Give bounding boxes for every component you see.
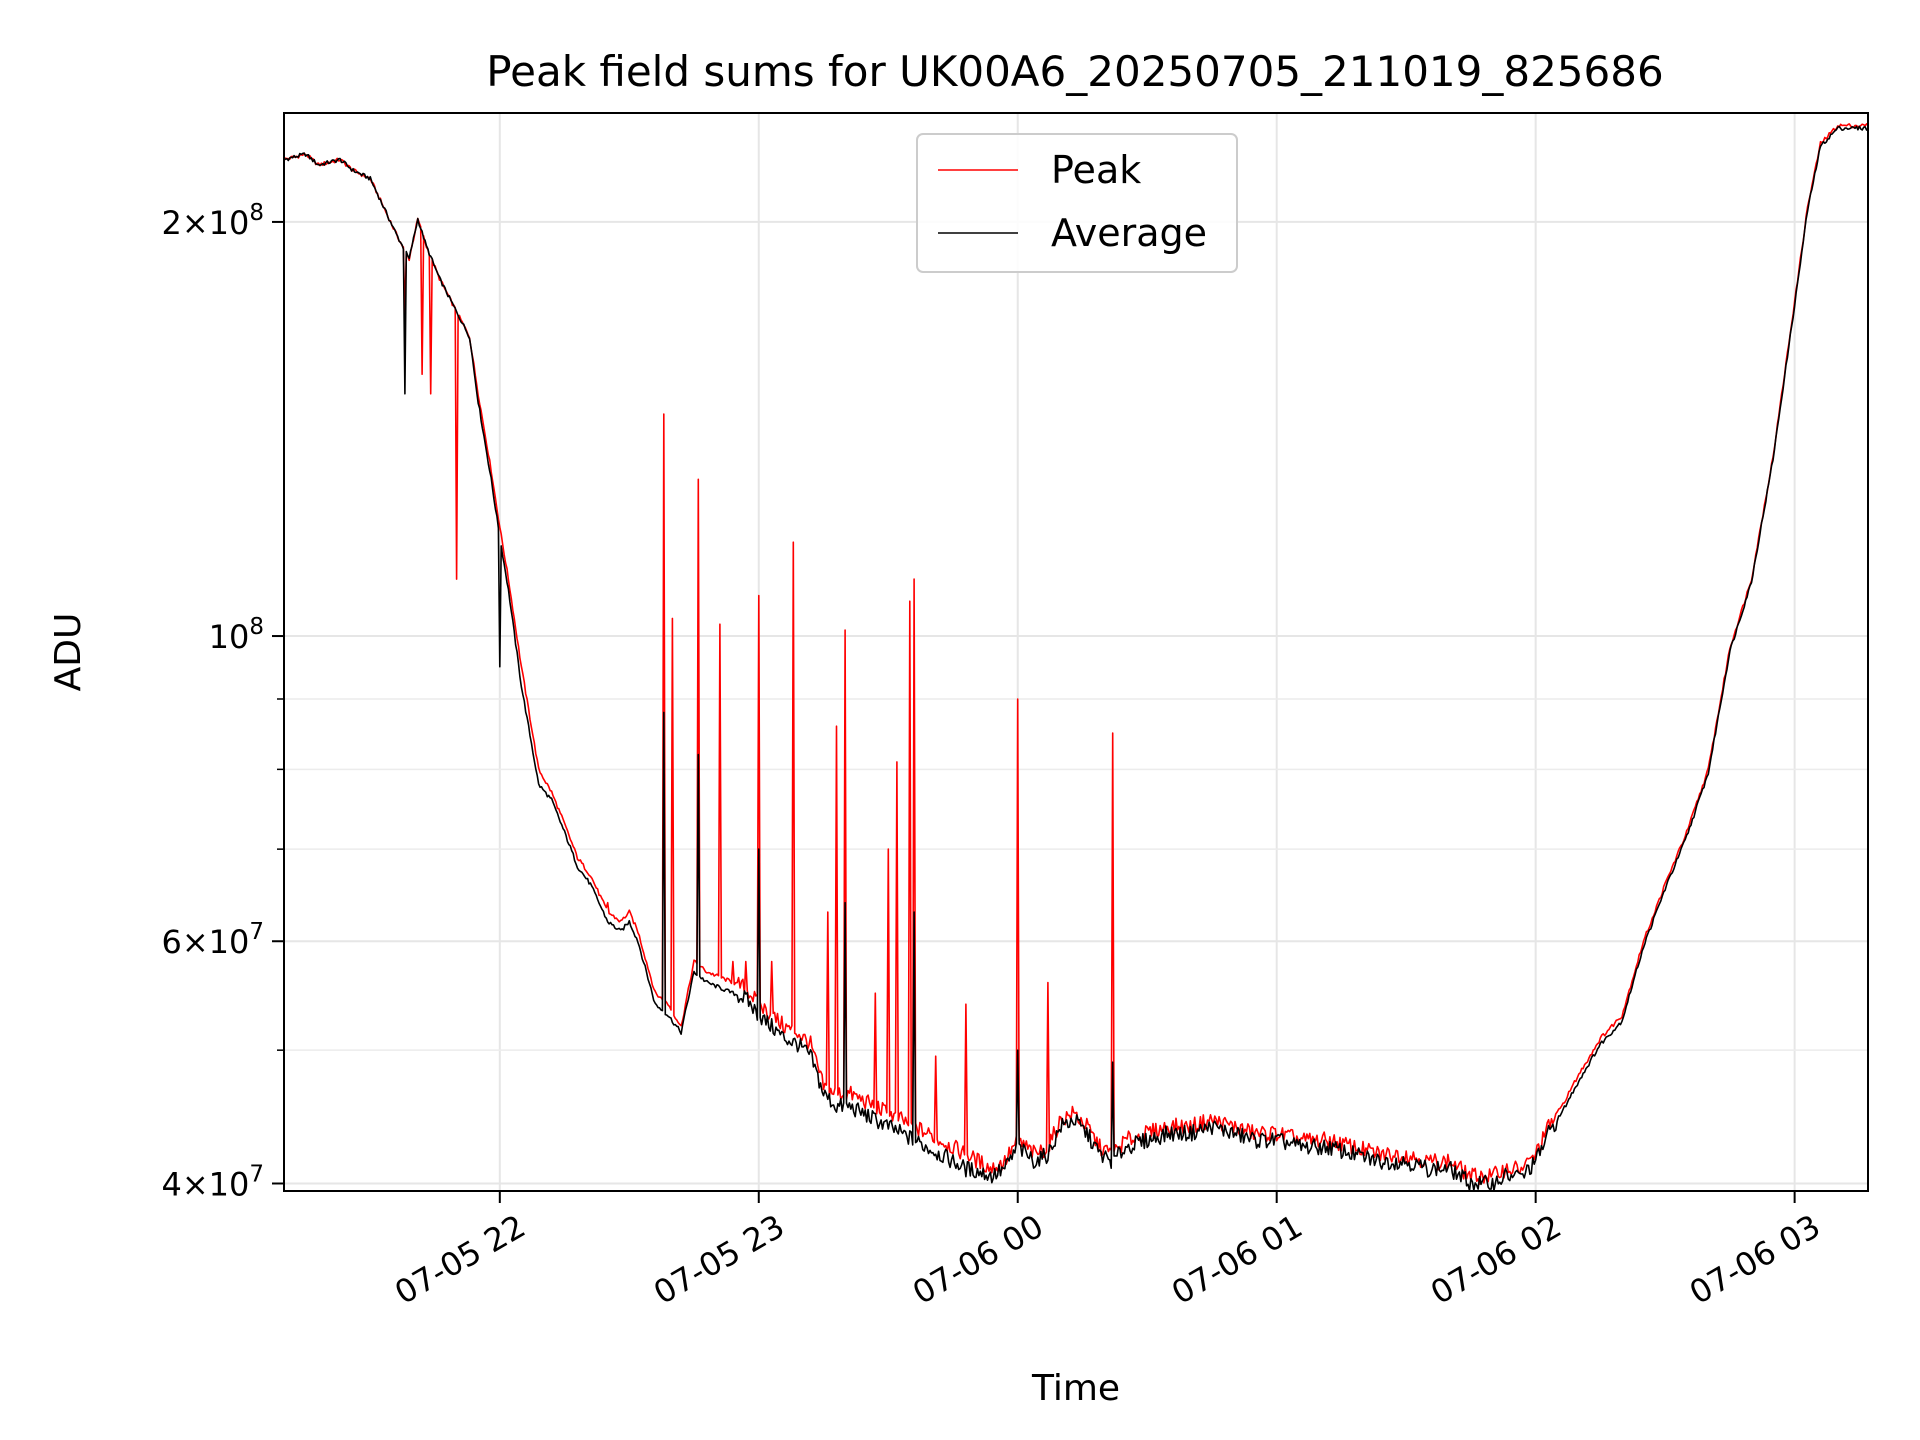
legend-box [916,133,1238,273]
series-line-average [284,125,1868,1191]
series-layer [284,123,1868,1191]
y-axis-label: ADU [48,613,89,692]
y-tick-label: 108 [209,614,264,656]
y-tick-label: 4×107 [161,1161,264,1203]
x-axis-label: Time [1031,1368,1120,1409]
legend-label-peak: Peak [1051,148,1141,192]
series-line-peak [284,123,1868,1185]
legend-label-average: Average [1051,211,1207,255]
y-tick-label: 6×107 [161,919,264,961]
chart-title: Peak field sums for UK00A6_20250705_2110… [486,47,1663,96]
plot-frame [283,112,1869,1192]
y-tick-label: 2×108 [161,200,264,242]
legend: Peak Average [916,133,1238,273]
